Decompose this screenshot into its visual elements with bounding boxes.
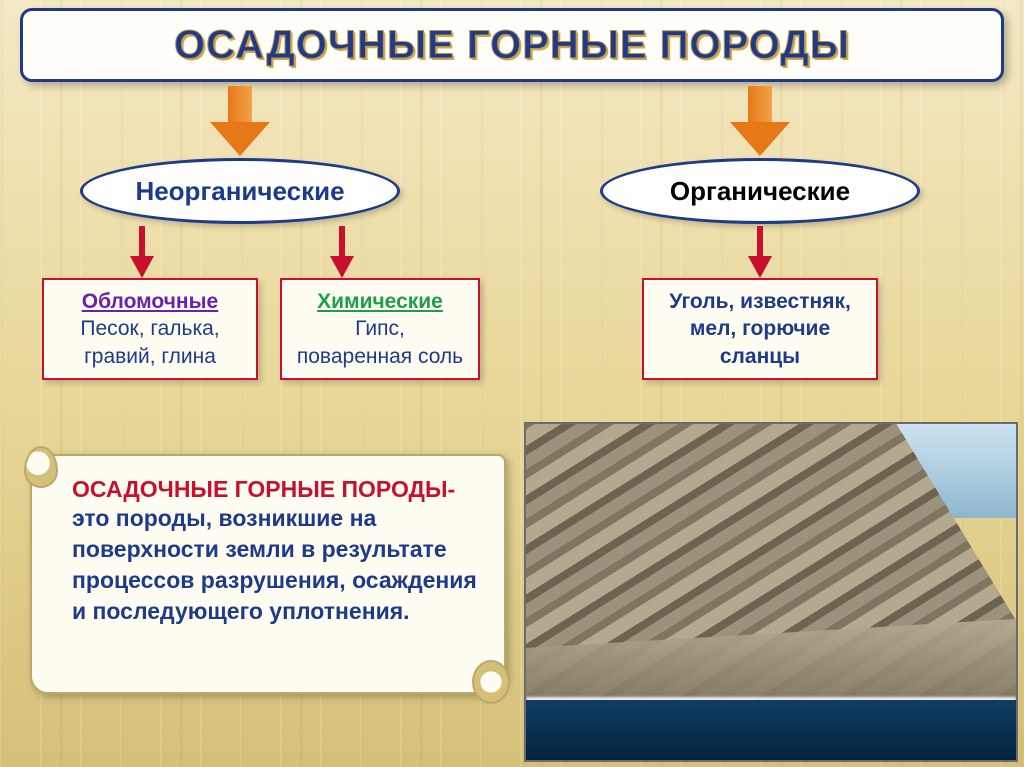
box-clastic-body: Песок, галька, гравий, глина [58,315,242,370]
definition-scroll: ОСАДОЧНЫЕ ГОРНЫЕ ПОРОДЫ- это породы, воз… [30,454,506,694]
box-organic-body: Уголь, известняк, мел, горючие сланцы [658,288,862,370]
box-chemical-header: Химические [296,288,464,315]
box-chemical-body: Гипс, поваренная соль [296,315,464,370]
category-inorganic: Неорганические [80,158,400,224]
page-title-box: ОСАДОЧНЫЕ ГОРНЫЕ ПОРОДЫ [20,8,1004,82]
category-organic-label: Органические [670,176,850,207]
arrow-to-chemical [330,226,354,280]
arrow-to-organic [730,86,790,156]
category-inorganic-label: Неорганические [135,176,344,207]
box-organic-examples: Уголь, известняк, мел, горючие сланцы [642,278,878,380]
sedimentary-rock-photo [524,422,1018,762]
category-organic: Органические [600,158,920,224]
box-clastic: Обломочные Песок, галька, гравий, глина [42,278,258,380]
page-title: ОСАДОЧНЫЕ ГОРНЫЕ ПОРОДЫ [174,23,850,68]
definition-body: это породы, возникшие на поверхности зем… [72,505,477,624]
box-clastic-header: Обломочные [58,288,242,315]
arrow-to-organic-examples [748,226,772,280]
arrow-to-inorganic [210,86,270,156]
definition-header: ОСАДОЧНЫЕ ГОРНЫЕ ПОРОДЫ- [72,476,455,502]
box-chemical: Химические Гипс, поваренная соль [280,278,480,380]
photo-sea [526,700,1016,760]
arrow-to-clastic [130,226,154,280]
